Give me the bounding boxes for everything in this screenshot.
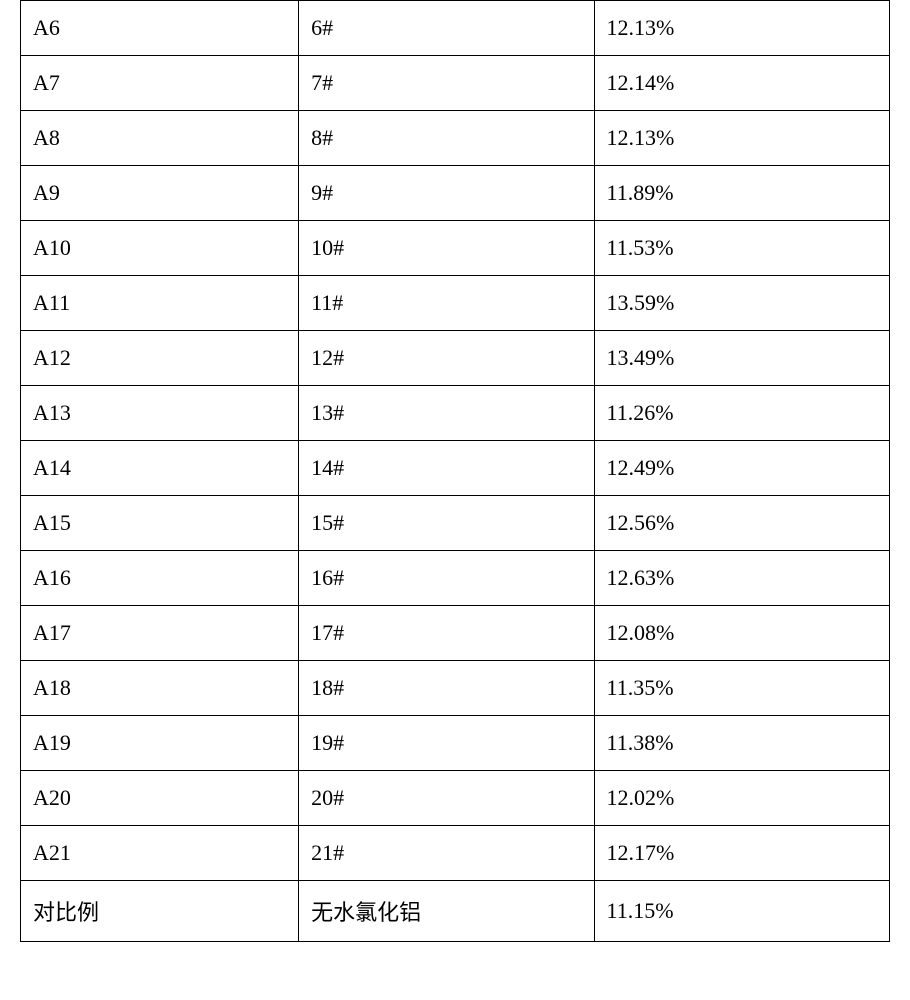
cell-b: 无水氯化铝 <box>299 881 594 942</box>
cell-a: A13 <box>21 386 299 441</box>
table-row: A14 14# 12.49% <box>21 441 890 496</box>
cell-b: 14# <box>299 441 594 496</box>
table-row: A8 8# 12.13% <box>21 111 890 166</box>
table-row: A12 12# 13.49% <box>21 331 890 386</box>
table-row: A7 7# 12.14% <box>21 56 890 111</box>
cell-b: 12# <box>299 331 594 386</box>
cell-c: 11.38% <box>594 716 889 771</box>
cell-a: A16 <box>21 551 299 606</box>
cell-a: A6 <box>21 1 299 56</box>
table-row: A16 16# 12.63% <box>21 551 890 606</box>
cell-b: 11# <box>299 276 594 331</box>
cell-c: 12.63% <box>594 551 889 606</box>
table-row: 对比例 无水氯化铝 11.15% <box>21 881 890 942</box>
data-table: A6 6# 12.13% A7 7# 12.14% A8 8# 12.13% A… <box>20 0 890 942</box>
cell-a: A17 <box>21 606 299 661</box>
cell-a: A15 <box>21 496 299 551</box>
cell-b: 7# <box>299 56 594 111</box>
cell-a: A12 <box>21 331 299 386</box>
cell-c: 12.13% <box>594 111 889 166</box>
cell-b: 19# <box>299 716 594 771</box>
cell-c: 12.02% <box>594 771 889 826</box>
data-table-container: A6 6# 12.13% A7 7# 12.14% A8 8# 12.13% A… <box>0 0 910 942</box>
cell-c: 11.89% <box>594 166 889 221</box>
table-row: A20 20# 12.02% <box>21 771 890 826</box>
cell-a: A21 <box>21 826 299 881</box>
cell-a: A9 <box>21 166 299 221</box>
cell-a: A8 <box>21 111 299 166</box>
table-row: A19 19# 11.38% <box>21 716 890 771</box>
cell-c: 12.56% <box>594 496 889 551</box>
cell-b: 13# <box>299 386 594 441</box>
cell-c: 11.15% <box>594 881 889 942</box>
cell-c: 12.49% <box>594 441 889 496</box>
cell-a: A19 <box>21 716 299 771</box>
cell-b: 20# <box>299 771 594 826</box>
cell-b: 8# <box>299 111 594 166</box>
table-row: A9 9# 11.89% <box>21 166 890 221</box>
cell-c: 11.53% <box>594 221 889 276</box>
cell-c: 13.49% <box>594 331 889 386</box>
cell-c: 12.13% <box>594 1 889 56</box>
table-row: A18 18# 11.35% <box>21 661 890 716</box>
cell-a: 对比例 <box>21 881 299 942</box>
table-row: A6 6# 12.13% <box>21 1 890 56</box>
table-row: A21 21# 12.17% <box>21 826 890 881</box>
table-row: A15 15# 12.56% <box>21 496 890 551</box>
cell-c: 12.08% <box>594 606 889 661</box>
cell-b: 6# <box>299 1 594 56</box>
table-row: A13 13# 11.26% <box>21 386 890 441</box>
cell-b: 10# <box>299 221 594 276</box>
cell-a: A7 <box>21 56 299 111</box>
table-body: A6 6# 12.13% A7 7# 12.14% A8 8# 12.13% A… <box>21 1 890 942</box>
cell-c: 12.14% <box>594 56 889 111</box>
cell-b: 16# <box>299 551 594 606</box>
cell-b: 17# <box>299 606 594 661</box>
cell-a: A18 <box>21 661 299 716</box>
cell-b: 15# <box>299 496 594 551</box>
table-row: A17 17# 12.08% <box>21 606 890 661</box>
table-row: A11 11# 13.59% <box>21 276 890 331</box>
table-row: A10 10# 11.53% <box>21 221 890 276</box>
cell-b: 21# <box>299 826 594 881</box>
cell-c: 11.35% <box>594 661 889 716</box>
cell-b: 9# <box>299 166 594 221</box>
cell-a: A20 <box>21 771 299 826</box>
cell-b: 18# <box>299 661 594 716</box>
cell-a: A14 <box>21 441 299 496</box>
cell-a: A10 <box>21 221 299 276</box>
cell-c: 13.59% <box>594 276 889 331</box>
cell-a: A11 <box>21 276 299 331</box>
cell-c: 12.17% <box>594 826 889 881</box>
cell-c: 11.26% <box>594 386 889 441</box>
